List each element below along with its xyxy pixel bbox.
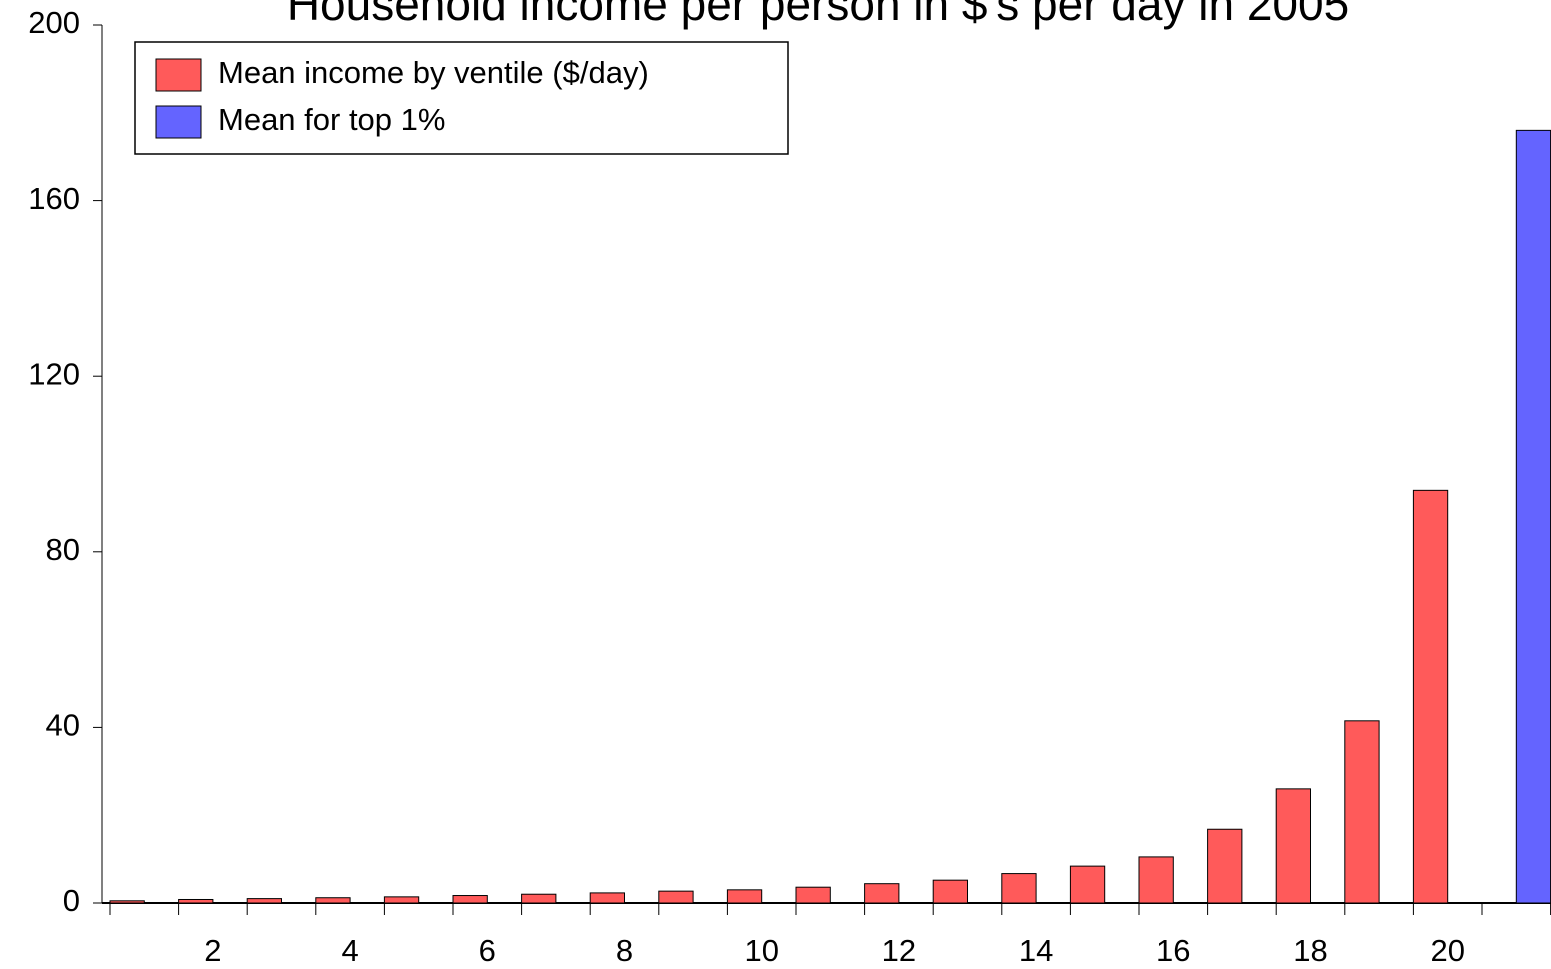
bar <box>932 879 969 904</box>
x-tick-label: 6 <box>479 933 496 968</box>
bar <box>1412 489 1449 904</box>
bar <box>1069 865 1106 904</box>
bar <box>178 898 214 904</box>
bar <box>1138 856 1174 904</box>
bar <box>795 886 831 904</box>
bar <box>109 900 145 904</box>
legend-label: Mean for top 1% <box>218 102 445 137</box>
x-tick-label: 20 <box>1430 933 1464 968</box>
y-tick-label: 200 <box>28 5 80 40</box>
bar <box>1001 873 1037 904</box>
x-tick-label: 2 <box>204 933 221 968</box>
x-tick-label: 12 <box>882 933 916 968</box>
y-tick-label: 0 <box>63 883 80 918</box>
legend-label: Mean income by ventile ($/day) <box>218 55 649 90</box>
bar <box>1207 828 1243 904</box>
bar <box>383 896 420 904</box>
bar <box>864 883 900 904</box>
bar <box>452 895 488 904</box>
bar <box>1275 788 1311 904</box>
x-tick-label: 10 <box>744 933 778 968</box>
bar <box>726 889 763 904</box>
y-tick-label: 120 <box>28 356 80 391</box>
bar <box>315 897 351 904</box>
bar <box>589 892 626 904</box>
x-tick-label: 14 <box>1019 933 1053 968</box>
bar <box>1344 720 1380 904</box>
bar <box>658 890 694 904</box>
bar <box>246 898 282 904</box>
y-tick-label: 80 <box>46 532 80 567</box>
bar <box>521 893 557 904</box>
x-tick-label: 18 <box>1293 933 1327 968</box>
legend-box <box>134 41 789 155</box>
x-tick-label: 4 <box>341 933 358 968</box>
bar <box>1515 129 1551 904</box>
x-tick-label: 16 <box>1156 933 1190 968</box>
x-tick-label: 8 <box>616 933 633 968</box>
legend-swatch <box>155 105 202 139</box>
chart-title: Household income per person in $'s per d… <box>287 0 1349 30</box>
y-tick-label: 160 <box>28 181 80 216</box>
y-tick-label: 40 <box>46 708 80 743</box>
legend-swatch <box>155 58 202 92</box>
